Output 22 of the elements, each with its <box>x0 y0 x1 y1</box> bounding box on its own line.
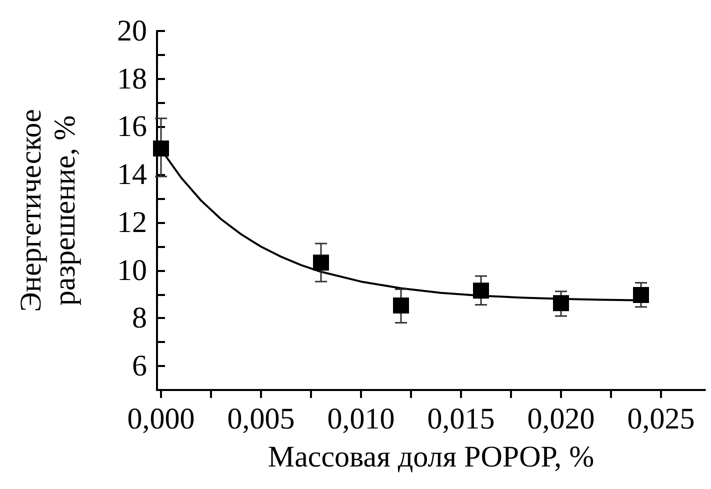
x-tick-label: 0,005 <box>227 402 295 436</box>
x-axis-title: Массовая доля POPOP, % <box>268 440 594 474</box>
x-tick-label: 0,010 <box>327 402 395 436</box>
point <box>473 282 489 299</box>
y-tick-label: 18 <box>117 62 147 96</box>
y-tick-label: 10 <box>117 254 147 287</box>
y-axis-title: Энергетическое разрешение, % <box>14 109 82 312</box>
point <box>153 140 169 157</box>
y-tick-label: 6 <box>132 350 147 383</box>
point <box>633 286 649 303</box>
y-tick-label: 20 <box>117 14 147 48</box>
x-tick-label: 0,015 <box>427 402 495 436</box>
x-tick-label: 0,000 <box>127 402 195 436</box>
x-tick-label: 0,020 <box>527 402 595 436</box>
y-tick-label: 12 <box>117 206 147 239</box>
point <box>553 295 569 312</box>
point <box>393 298 409 314</box>
y-tick-label: 16 <box>117 110 147 144</box>
point <box>313 254 329 271</box>
x-tick-label: 0,025 <box>627 402 695 436</box>
y-tick-label: 8 <box>132 302 147 335</box>
y-tick-label: 14 <box>117 158 147 192</box>
